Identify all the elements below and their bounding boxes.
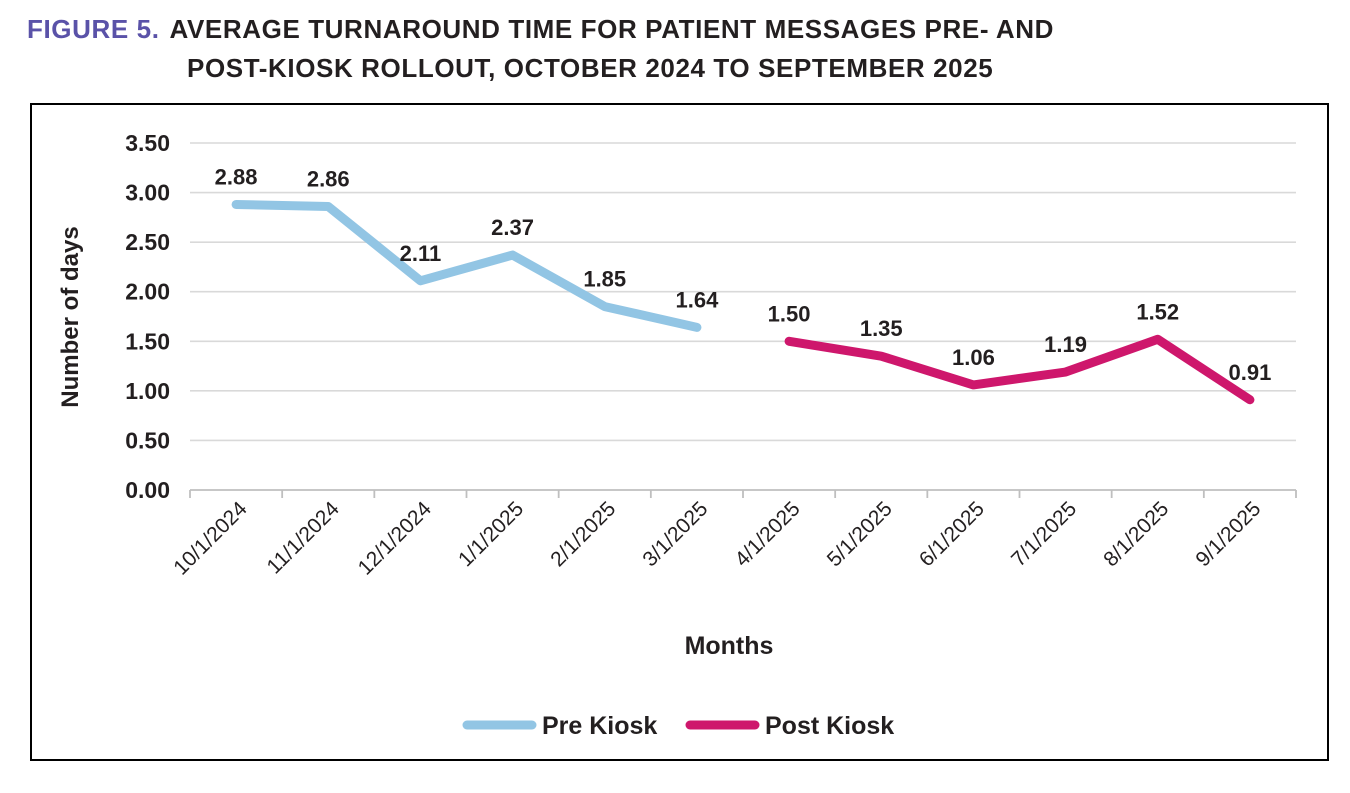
x-tick-labels: 10/1/2024 11/1/2024 12/1/2024 1/1/2025 2/1/2… [169, 497, 1265, 580]
y-tick-label: 3.50 [125, 130, 170, 156]
data-labels-2: 1.50 1.35 1.06 1.19 1.52 0.91 [768, 299, 1272, 384]
legend-label-pre-kiosk: Pre Kiosk [542, 712, 657, 740]
figure-label: FIGURE 5. [27, 14, 160, 44]
data-label: 1.19 [1044, 332, 1087, 357]
y-tick-labels: 0.00 0.50 1.00 1.50 2.00 2.50 3.00 3.50 [125, 130, 170, 503]
data-label: 1.85 [583, 267, 626, 292]
data-label: 1.50 [768, 301, 811, 326]
x-tick-label: 11/1/2024 [263, 497, 344, 578]
x-tick-label: 3/1/2025 [638, 497, 712, 571]
y-tick-label: 0.50 [125, 427, 170, 453]
series-line-pre-kiosk [231, 199, 702, 332]
data-label: 0.91 [1229, 360, 1272, 385]
y-tick-label: 0.00 [125, 477, 170, 503]
x-tick-label: 1/1/2025 [454, 497, 528, 571]
figure-title: FIGURE 5. AVERAGE TURNAROUND TIME FOR PAT… [27, 10, 1327, 88]
line-chart: 0.00 0.50 1.00 1.50 2.00 2.50 3.00 3.50 Number o… [57, 130, 1297, 740]
x-axis [189, 489, 1297, 498]
series-line-post-kiosk [784, 334, 1255, 405]
x-tick-label: 5/1/2025 [823, 497, 897, 571]
data-label: 1.06 [952, 345, 995, 370]
x-tick-label: 4/1/2025 [731, 497, 805, 571]
data-labels-1: 2.88 2.86 2.11 2.37 1.85 1.64 [215, 164, 719, 312]
data-label: 2.86 [307, 166, 350, 191]
gridlines [190, 142, 1296, 442]
figure-title-line2: POST-KIOSK ROLLOUT, OCTOBER 2024 TO SEPT… [187, 53, 994, 83]
figure-title-line1: AVERAGE TURNAROUND TIME FOR PATIENT MESS… [169, 14, 1055, 44]
x-axis-title: Months [685, 632, 774, 660]
figure-title-line1-row: FIGURE 5. AVERAGE TURNAROUND TIME FOR PAT… [27, 10, 1327, 49]
data-label: 2.37 [491, 215, 534, 240]
y-tick-label: 1.50 [125, 328, 170, 354]
y-tick-label: 2.00 [125, 279, 170, 305]
data-label: 2.88 [215, 164, 258, 189]
x-tick-label: 2/1/2025 [546, 497, 620, 571]
legend-label-post-kiosk: Post Kiosk [765, 712, 894, 740]
x-tick-label: 8/1/2025 [1099, 497, 1173, 571]
x-tick-label: 6/1/2025 [915, 497, 989, 571]
y-tick-label: 1.00 [125, 378, 170, 404]
data-label: 1.35 [860, 316, 903, 341]
data-label: 1.52 [1136, 299, 1179, 324]
x-tick-label: 12/1/2024 [354, 497, 437, 580]
legend: Pre Kiosk Post Kiosk [462, 712, 894, 740]
x-tick-label: 10/1/2024 [169, 497, 252, 580]
x-tick-label: 9/1/2025 [1191, 497, 1265, 571]
x-tick-label: 7/1/2025 [1007, 497, 1081, 571]
y-tick-label: 3.00 [125, 180, 170, 206]
data-label: 1.64 [676, 287, 720, 312]
y-tick-label: 2.50 [125, 229, 170, 255]
data-label: 2.11 [400, 241, 442, 266]
y-axis-title: Number of days [57, 226, 84, 407]
chart-frame: 0.00 0.50 1.00 1.50 2.00 2.50 3.00 3.50 Number o… [30, 103, 1329, 761]
